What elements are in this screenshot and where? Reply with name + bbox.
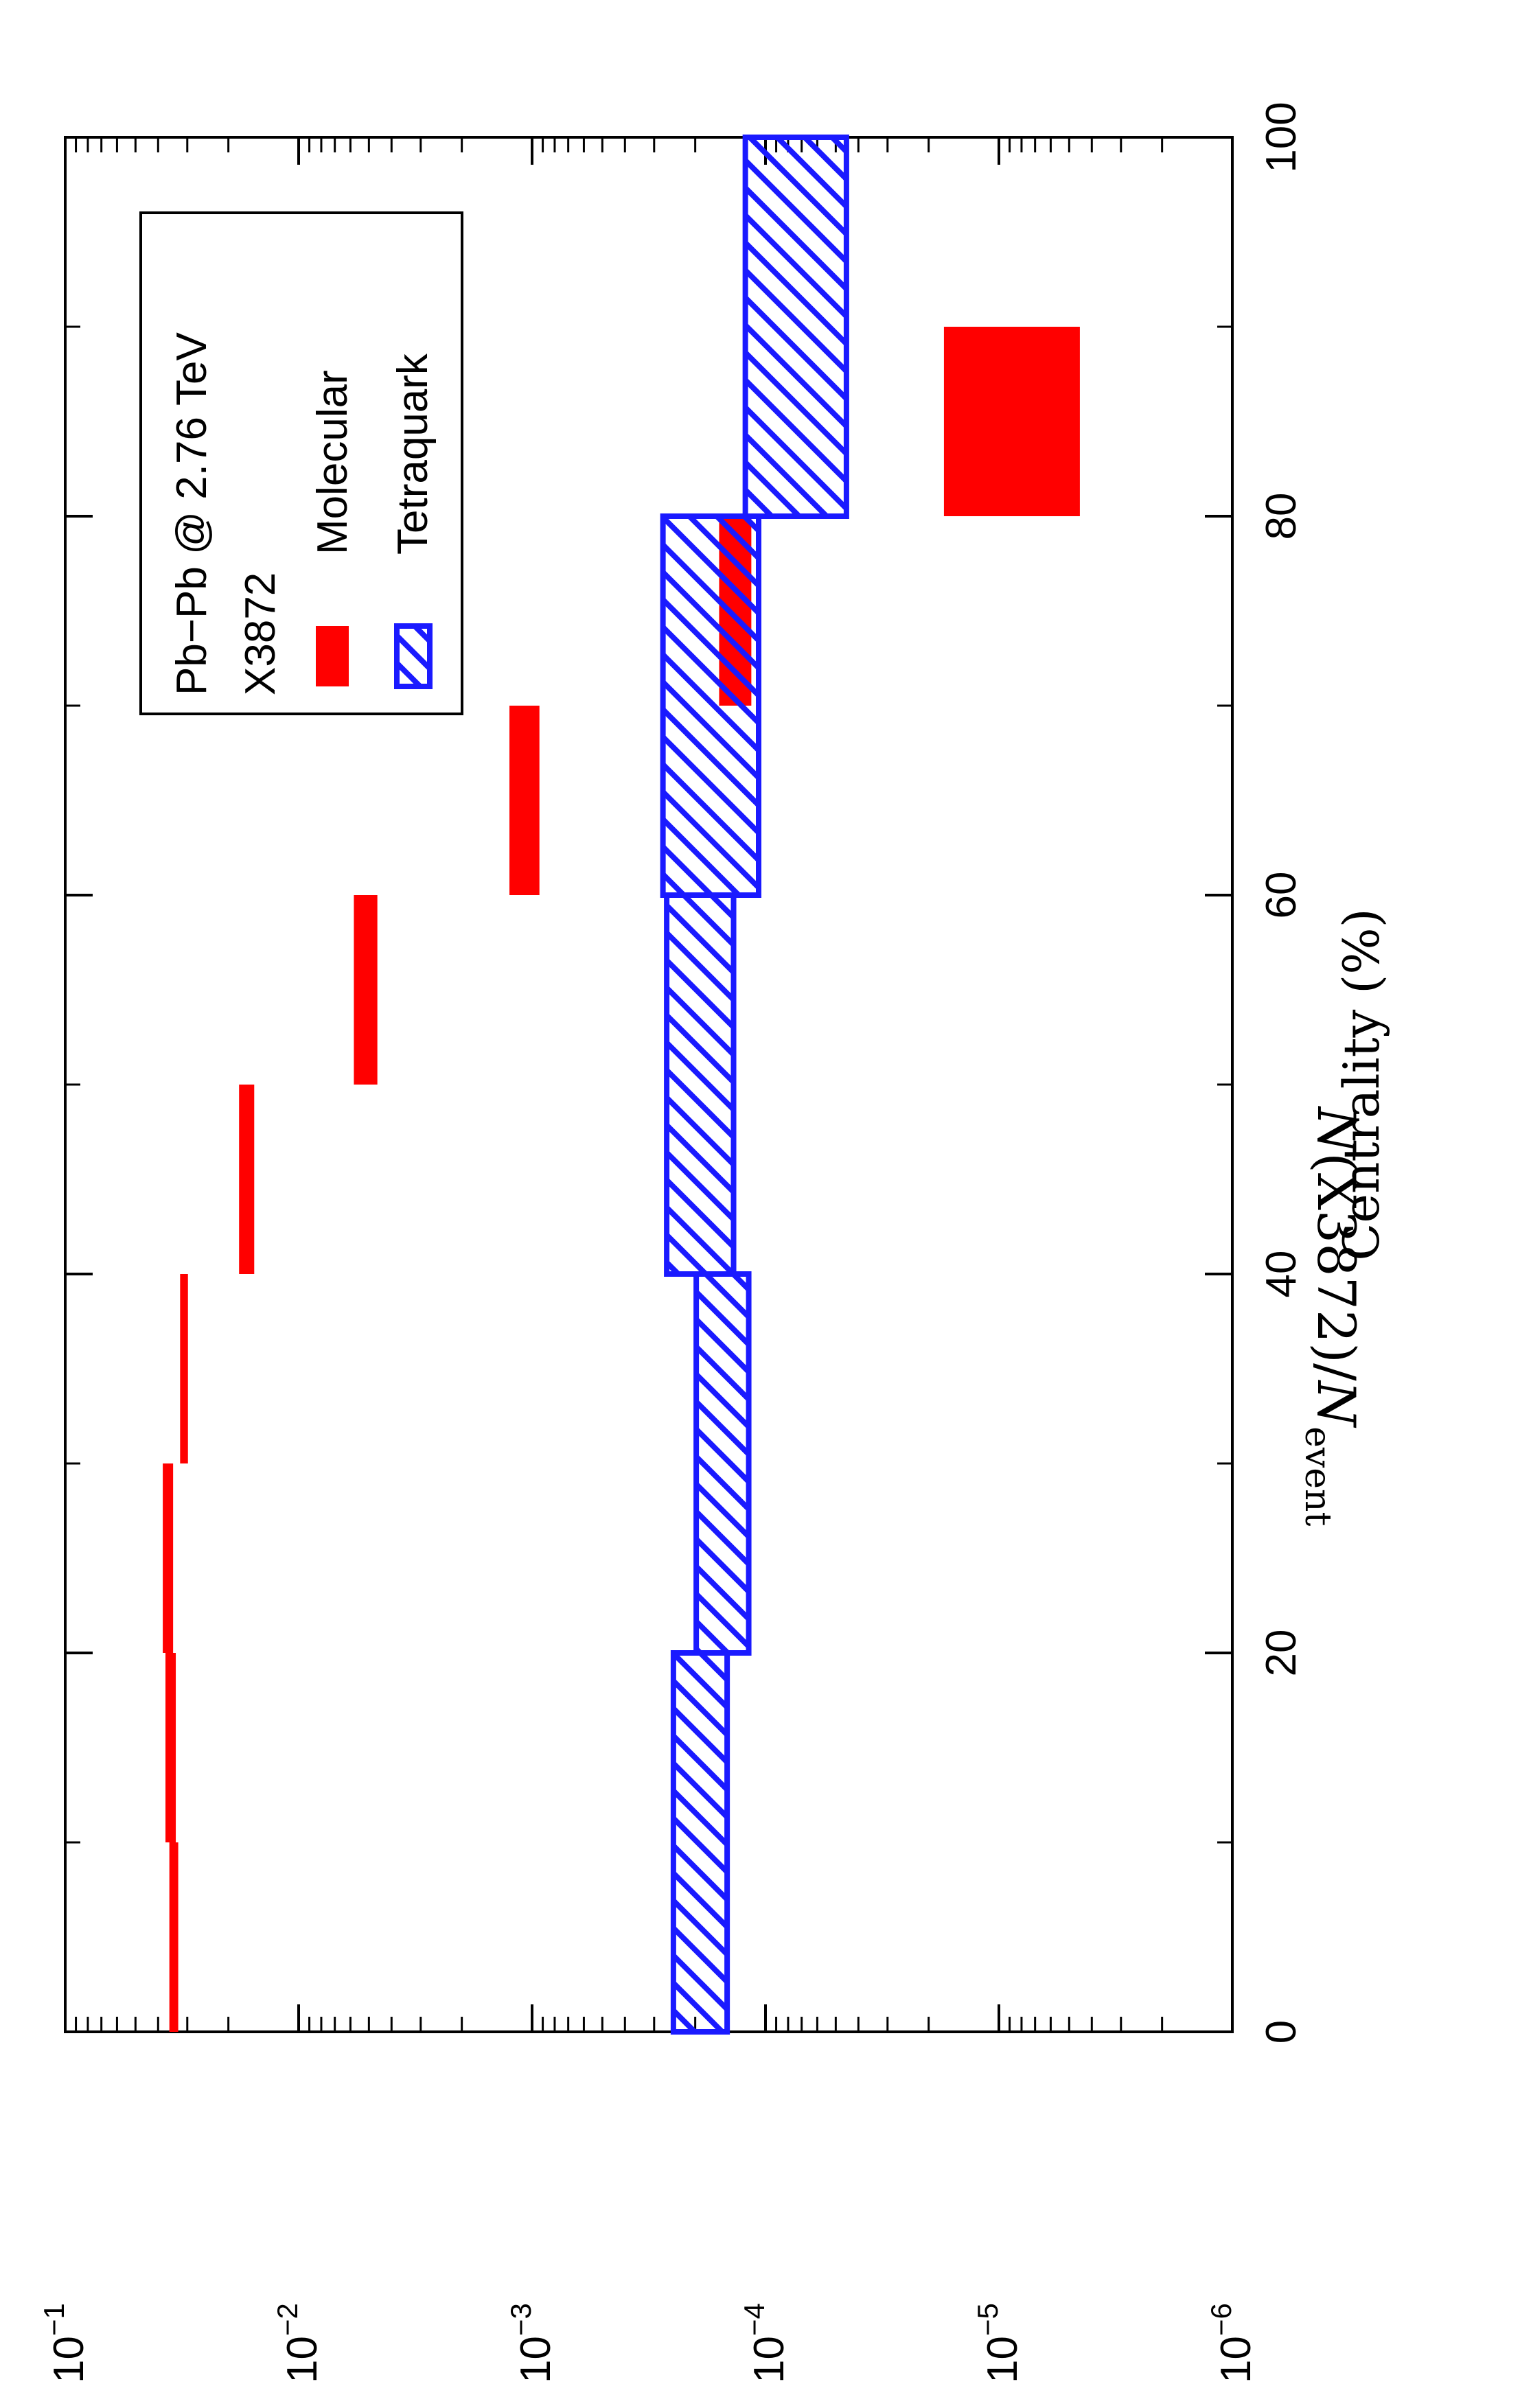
y-tick-text: 10−6 xyxy=(1205,2303,1260,2383)
bar-molecular xyxy=(943,327,1080,516)
bar-tetraquark xyxy=(664,892,737,1277)
y-label-n: N xyxy=(1306,1106,1367,1155)
legend-subtitle: X3872 xyxy=(237,572,284,695)
bar-tetraquark xyxy=(670,1650,730,2035)
x-tick-label: 20 xyxy=(1258,1630,1305,1677)
y-tick-exp: −5 xyxy=(971,2303,1004,2336)
legend-title: Pb−Pb @ 2.76 TeV xyxy=(168,332,216,695)
legend-swatch-tetraquark xyxy=(394,623,433,689)
bar-molecular xyxy=(239,1085,255,1274)
y-tick-exp: −6 xyxy=(1205,2303,1237,2336)
y-tick-label: 10−2 xyxy=(271,2303,326,2383)
y-tick-exp: −3 xyxy=(505,2303,537,2336)
bar-molecular xyxy=(354,895,378,1085)
y-tick-base: 10 xyxy=(512,2336,560,2383)
x-tick-label: 0 xyxy=(1258,2020,1305,2044)
bar-molecular xyxy=(509,706,540,895)
y-tick-label: 10−4 xyxy=(738,2303,793,2383)
y-label-n2: N xyxy=(1306,1380,1367,1428)
y-tick-base: 10 xyxy=(45,2336,93,2383)
bar-tetraquark xyxy=(660,513,762,898)
y-tick-label: 10−6 xyxy=(1205,2303,1260,2383)
series-tetraquark xyxy=(660,135,849,2035)
y-tick-label: 10−5 xyxy=(971,2303,1026,2383)
x-tick-label: 40 xyxy=(1258,1251,1305,1298)
y-tick-base: 10 xyxy=(279,2336,326,2383)
legend-swatch-molecular xyxy=(316,626,349,686)
series-molecular xyxy=(163,327,1080,2032)
y-tick-text: 10−2 xyxy=(271,2303,326,2383)
y-tick-exp: −1 xyxy=(38,2303,70,2336)
x-tick-label: 100 xyxy=(1258,102,1305,172)
major-ticks xyxy=(64,136,1234,2033)
y-tick-labels: 10−110−210−310−410−510−6 xyxy=(38,2303,1260,2383)
bar-tetraquark xyxy=(742,135,849,519)
y-label-middle: (X3872)/ xyxy=(1306,1153,1367,1381)
legend: Pb−Pb @ 2.76 TeV X3872 Molecular Tetraqu… xyxy=(139,211,463,715)
x-tick-label: 80 xyxy=(1258,493,1305,540)
bar-molecular xyxy=(165,1653,176,1842)
legend-label-molecular: Molecular xyxy=(309,370,356,555)
y-tick-text: 10−4 xyxy=(738,2303,793,2383)
bar-molecular xyxy=(180,1274,188,1463)
x-tick-labels: 0 20 40 60 80 100 xyxy=(1258,102,1305,2044)
legend-label-tetraquark: Tetraquark xyxy=(389,353,437,555)
bar-molecular xyxy=(169,1842,179,2032)
y-tick-text: 10−1 xyxy=(38,2303,93,2383)
y-tick-exp: −2 xyxy=(271,2303,303,2336)
legend-box xyxy=(139,211,463,715)
y-tick-label: 10−1 xyxy=(38,2303,93,2383)
x-axis-label: Centrality (%) xyxy=(1333,908,1390,1261)
y-tick-label: 10−3 xyxy=(505,2303,560,2383)
y-axis-label: N(X3872)/Nevent xyxy=(1297,1106,1367,1527)
svg-text:N(X3872)/Nevent: N(X3872)/Nevent xyxy=(1297,1106,1367,1527)
bar-molecular xyxy=(163,1463,174,1653)
y-label-sub: event xyxy=(1297,1426,1338,1526)
y-tick-base: 10 xyxy=(746,2336,793,2383)
y-tick-base: 10 xyxy=(1212,2336,1260,2383)
y-tick-exp: −4 xyxy=(738,2303,770,2336)
y-tick-text: 10−5 xyxy=(971,2303,1026,2383)
y-tick-base: 10 xyxy=(979,2336,1026,2383)
y-tick-text: 10−3 xyxy=(505,2303,560,2383)
bar-tetraquark xyxy=(693,1271,752,1656)
x-tick-label: 60 xyxy=(1258,872,1305,919)
